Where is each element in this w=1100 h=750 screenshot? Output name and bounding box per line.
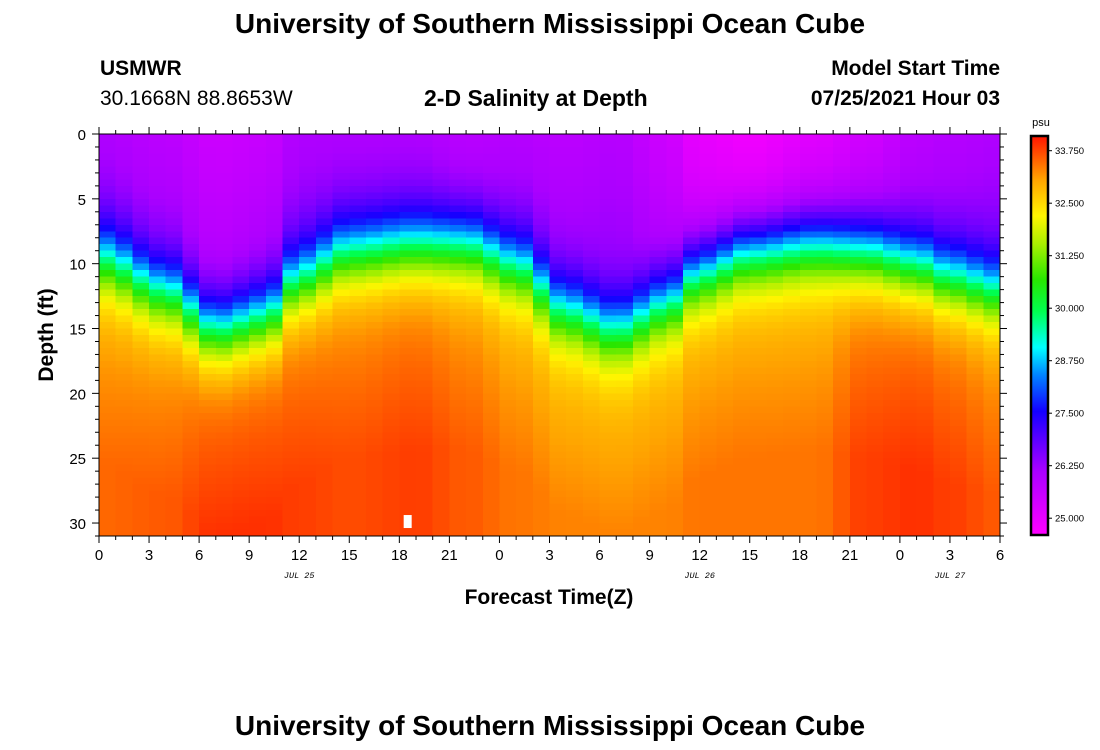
x-tick-label: 3	[145, 547, 153, 564]
station-coordinates: 30.1668N 88.8653W	[100, 87, 293, 110]
model-start-label: Model Start Time	[831, 57, 1000, 80]
x-tick-label: 6	[195, 547, 203, 564]
y-tick-label: 30	[69, 516, 86, 533]
date-label: JUL 25	[284, 571, 315, 581]
x-tick-label: 9	[245, 547, 253, 564]
salinity-heatmap	[99, 134, 1000, 536]
y-tick-label: 10	[69, 257, 86, 274]
y-tick-label: 15	[69, 322, 86, 339]
colorbar-tick-label: 33.750	[1055, 146, 1084, 157]
x-tick-label: 12	[691, 547, 708, 564]
main-title: University of Southern Mississippi Ocean…	[234, 8, 866, 39]
colorbar-tick-label: 30.000	[1055, 304, 1084, 315]
x-tick-label: 15	[741, 547, 758, 564]
station-name: USMWR	[100, 57, 182, 80]
colorbar-tick-label: 26.250	[1055, 461, 1084, 472]
x-tick-label: 9	[645, 547, 653, 564]
x-tick-label: 6	[996, 547, 1004, 564]
footer-title: University of Southern Mississippi Ocean…	[234, 710, 866, 741]
date-label: JUL 27	[935, 571, 967, 581]
colorbar-unit: psu	[1032, 117, 1050, 129]
colorbar-tick-label: 28.750	[1055, 356, 1084, 367]
x-tick-label: 15	[341, 547, 358, 564]
y-tick-label: 5	[78, 192, 86, 209]
x-tick-label: 0	[495, 547, 503, 564]
x-tick-label: 3	[545, 547, 553, 564]
model-start-time: 07/25/2021 Hour 03	[810, 87, 1000, 110]
colorbar-tick-label: 27.500	[1055, 409, 1084, 420]
x-tick-label: 0	[95, 547, 103, 564]
y-tick-label: 25	[69, 451, 86, 468]
y-tick-label: 20	[69, 386, 86, 403]
current-time-marker	[403, 515, 412, 529]
colorbar-tick-label: 25.000	[1055, 514, 1084, 525]
x-tick-label: 6	[595, 547, 603, 564]
colorbar-scale	[1029, 134, 1050, 537]
date-label: JUL 26	[684, 571, 715, 581]
y-axis-title: Depth (ft)	[35, 288, 58, 381]
x-tick-label: 3	[946, 547, 954, 564]
x-tick-label: 21	[841, 547, 858, 564]
x-tick-label: 12	[291, 547, 308, 564]
x-axis-title: Forecast Time(Z)	[465, 586, 634, 609]
x-tick-label: 0	[896, 547, 904, 564]
plot-title: 2-D Salinity at Depth	[424, 85, 648, 111]
x-tick-label: 21	[441, 547, 458, 564]
y-tick-label: 0	[78, 127, 86, 144]
x-tick-label: 18	[791, 547, 808, 564]
colorbar-tick-label: 31.250	[1055, 251, 1084, 262]
colorbar-tick-label: 32.500	[1055, 199, 1084, 210]
x-tick-label: 18	[391, 547, 408, 564]
